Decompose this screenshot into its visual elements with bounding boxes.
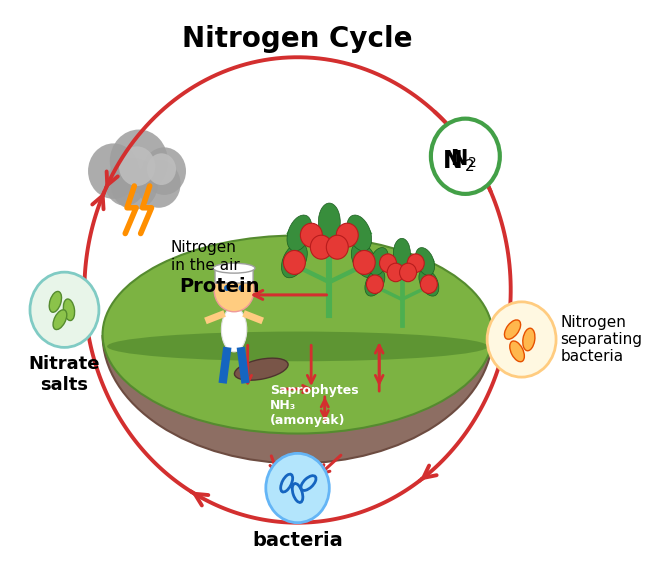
Circle shape xyxy=(110,129,168,193)
Circle shape xyxy=(421,275,437,293)
Ellipse shape xyxy=(369,248,388,276)
Text: Nitrogen
in the air: Nitrogen in the air xyxy=(170,241,239,273)
Circle shape xyxy=(30,272,99,347)
Text: Nitrate
salts: Nitrate salts xyxy=(29,355,100,394)
Text: N: N xyxy=(450,149,467,169)
Text: Protein: Protein xyxy=(179,277,260,296)
Text: 2: 2 xyxy=(468,156,477,170)
Ellipse shape xyxy=(347,215,372,251)
Ellipse shape xyxy=(504,320,521,339)
Circle shape xyxy=(147,154,176,185)
Circle shape xyxy=(367,275,384,293)
Ellipse shape xyxy=(287,215,312,251)
Ellipse shape xyxy=(49,292,62,312)
Circle shape xyxy=(431,119,500,194)
Circle shape xyxy=(400,263,417,282)
Circle shape xyxy=(105,162,145,206)
Ellipse shape xyxy=(523,328,535,351)
Ellipse shape xyxy=(415,248,435,276)
Circle shape xyxy=(111,158,158,210)
Ellipse shape xyxy=(53,310,67,329)
Circle shape xyxy=(119,146,155,186)
Text: bacteria: bacteria xyxy=(252,531,343,550)
Text: Saprophytes
NH₃
(amonyak): Saprophytes NH₃ (amonyak) xyxy=(270,384,359,427)
Circle shape xyxy=(310,235,332,259)
Ellipse shape xyxy=(63,299,75,320)
Ellipse shape xyxy=(318,203,341,241)
Circle shape xyxy=(137,160,181,208)
Ellipse shape xyxy=(222,307,247,352)
Ellipse shape xyxy=(419,269,439,296)
Bar xyxy=(98,201,497,335)
Circle shape xyxy=(336,223,358,247)
Ellipse shape xyxy=(213,263,255,273)
Circle shape xyxy=(487,302,556,377)
FancyBboxPatch shape xyxy=(215,267,253,283)
Ellipse shape xyxy=(365,269,385,296)
Ellipse shape xyxy=(510,341,525,362)
Ellipse shape xyxy=(235,358,288,380)
Text: 2: 2 xyxy=(465,159,474,174)
Ellipse shape xyxy=(281,243,307,278)
Circle shape xyxy=(283,250,305,274)
Circle shape xyxy=(300,223,322,247)
Circle shape xyxy=(408,254,424,272)
Circle shape xyxy=(266,453,330,523)
Ellipse shape xyxy=(107,332,488,361)
Ellipse shape xyxy=(351,243,377,278)
Circle shape xyxy=(142,147,186,195)
Circle shape xyxy=(214,268,254,312)
Text: Nitrogen Cycle: Nitrogen Cycle xyxy=(182,25,413,53)
Text: N: N xyxy=(443,149,463,173)
Ellipse shape xyxy=(393,238,410,268)
Text: Nitrogen
separating
bacteria: Nitrogen separating bacteria xyxy=(560,315,643,364)
Circle shape xyxy=(353,250,375,274)
Circle shape xyxy=(326,235,348,259)
Circle shape xyxy=(387,263,404,282)
Circle shape xyxy=(380,254,396,272)
Circle shape xyxy=(239,285,244,291)
Ellipse shape xyxy=(103,236,493,434)
Ellipse shape xyxy=(103,206,493,463)
Circle shape xyxy=(88,143,139,199)
Circle shape xyxy=(224,285,229,291)
